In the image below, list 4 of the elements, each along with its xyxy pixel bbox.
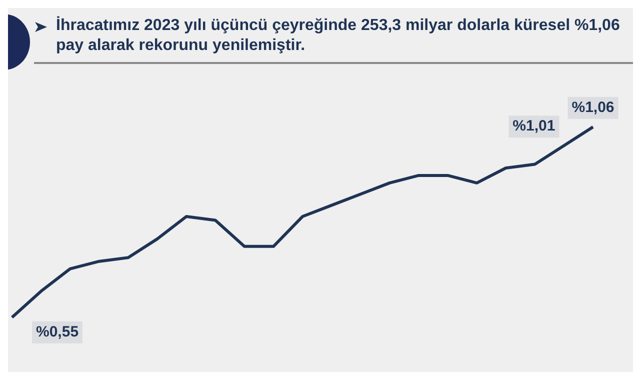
data-label: %0,55 [36,323,79,340]
chart-title: İhracatımız 2023 yılı üçüncü çeyreğinde 253,3 milyar dolarla küresel %1,06 pay alarak rekorunu yenilemiştir. [56,16,621,56]
data-label: %1,01 [512,118,556,135]
data-label: %1,06 [572,99,614,116]
